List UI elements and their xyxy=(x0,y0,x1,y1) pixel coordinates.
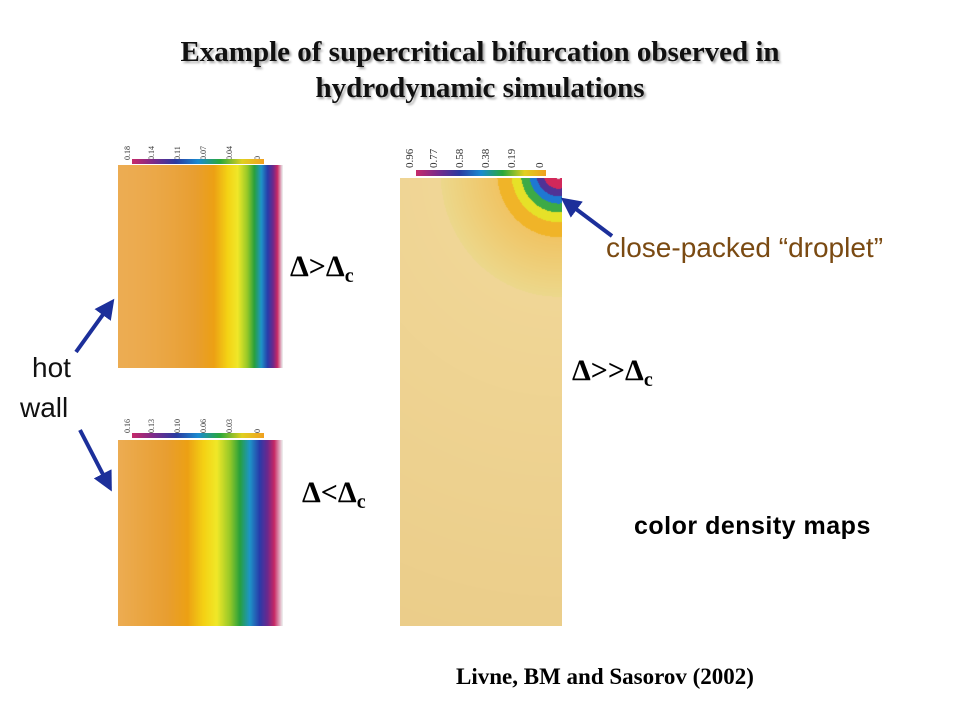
density-map-bottom-left xyxy=(118,440,283,626)
delta-less-main: Δ<Δ xyxy=(302,476,357,509)
right-map-colorbar xyxy=(416,170,546,176)
droplet-arrow-icon xyxy=(560,197,614,238)
delta-much-greater-label: Δ>>Δc xyxy=(572,354,653,392)
citation: Livne, BM and Sasorov (2002) xyxy=(456,664,754,689)
droplet-label: close-packed “droplet” xyxy=(606,232,884,263)
hot-wall-arrow-upper-icon xyxy=(74,298,115,354)
title-line-1: Example of supercritical bifurcation obs… xyxy=(180,36,780,68)
delta-greater-sub: c xyxy=(344,265,354,287)
delta-less-label: Δ<Δc xyxy=(302,476,366,514)
hot-wall-label: hot wall xyxy=(20,348,71,428)
delta-greater-label: Δ>Δc xyxy=(290,250,354,288)
density-map-right xyxy=(400,178,562,626)
delta-less-sub: c xyxy=(356,491,366,513)
density-map-top-left xyxy=(118,165,283,368)
bottom-left-colorbar xyxy=(132,433,264,438)
hot-wall-line-1: hot xyxy=(32,352,71,383)
hot-wall-arrow-lower-icon xyxy=(78,429,112,492)
title-line-2: hydrodynamic simulations xyxy=(315,72,645,104)
delta-greater-main: Δ>Δ xyxy=(290,250,345,283)
top-left-colorbar xyxy=(132,159,264,164)
hot-wall-line-2: wall xyxy=(20,392,69,423)
delta-much-greater-main: Δ>>Δ xyxy=(572,354,644,387)
color-density-maps-caption: color density maps xyxy=(634,512,871,540)
delta-much-greater-sub: c xyxy=(643,369,653,391)
slide-title: Example of supercritical bifurcation obs… xyxy=(0,34,960,106)
